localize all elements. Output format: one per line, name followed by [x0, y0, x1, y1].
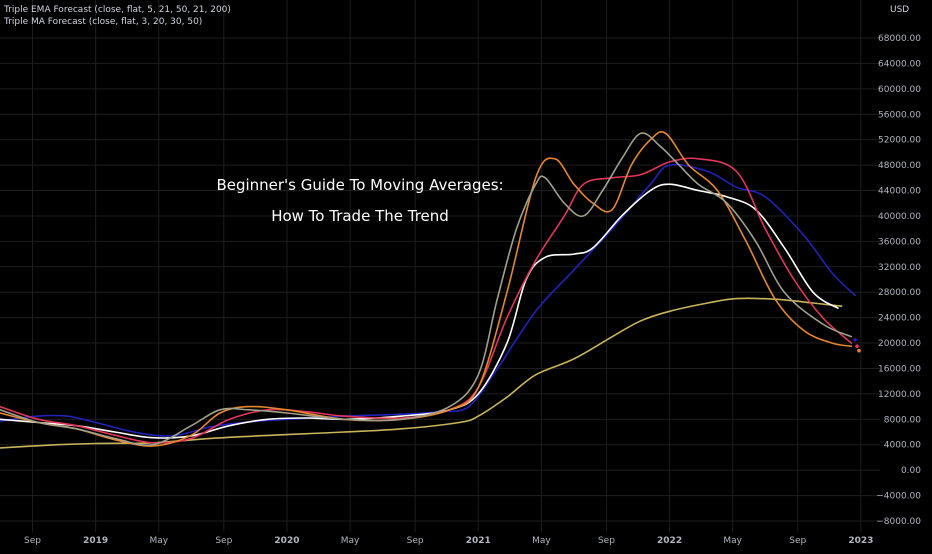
x-tick-label: May — [723, 536, 742, 546]
x-axis[interactable]: Sep 2019 May Sep 2020 May Sep 2021 May Sep 2022 May… — [24, 536, 873, 546]
y-tick-label: 24000.00 — [878, 314, 921, 324]
y-tick-label: 40000.00 — [878, 212, 921, 222]
y-tick-label: 12000.00 — [878, 390, 921, 400]
y-tick-label: 52000.00 — [878, 136, 921, 146]
series-layer — [0, 130, 856, 449]
x-tick-label: Sep — [789, 536, 806, 546]
x-tick-label: May — [341, 536, 360, 546]
headline-subtitle: How To Trade The Trend — [271, 207, 449, 225]
x-tick-label: May — [532, 536, 551, 546]
y-tick-label: −8000.00 — [876, 517, 921, 527]
x-tick-label: 2022 — [657, 536, 682, 546]
series-line-1 — [0, 297, 843, 449]
series-line-6 — [0, 132, 853, 446]
y-tick-label: 60000.00 — [878, 85, 921, 95]
series-line-2 — [0, 163, 856, 437]
y-tick-label: 0.00 — [901, 466, 921, 476]
y-tick-label: 64000.00 — [878, 59, 921, 69]
indicator-legend: Triple EMA Forecast (close, flat, 5, 21,… — [4, 4, 231, 28]
x-tick-label: Sep — [215, 536, 232, 546]
forecast-dot — [857, 348, 861, 353]
y-tick-label: 48000.00 — [878, 161, 921, 171]
y-tick-label: 8000.00 — [884, 415, 921, 425]
y-tick-label: 20000.00 — [878, 339, 921, 349]
series-line-3 — [0, 183, 839, 439]
x-tick-label: 2023 — [848, 536, 873, 546]
forecast-dot — [853, 338, 857, 342]
y-tick-label: 32000.00 — [878, 263, 921, 273]
series-line-5 — [0, 130, 853, 447]
y-tick-label: 16000.00 — [878, 364, 921, 374]
x-tick-label: Sep — [407, 536, 424, 546]
grid-lines — [0, 0, 880, 532]
currency-label[interactable]: USD — [890, 5, 910, 15]
legend-ma-forecast[interactable]: Triple MA Forecast (close, flat, 3, 20, … — [4, 17, 203, 27]
y-tick-label: 4000.00 — [884, 441, 921, 451]
y-tick-label: 44000.00 — [878, 187, 921, 197]
y-tick-label: 68000.00 — [878, 34, 921, 44]
x-tick-label: 2021 — [466, 536, 491, 546]
y-axis[interactable]: 68000.00 64000.00 60000.00 56000.00 52000.00… — [876, 34, 921, 527]
x-tick-label: Sep — [598, 536, 615, 546]
headline-title: Beginner's Guide To Moving Averages: — [216, 176, 504, 194]
x-tick-label: Sep — [24, 536, 41, 546]
x-tick-label: May — [149, 536, 168, 546]
y-tick-label: −4000.00 — [876, 492, 921, 502]
y-tick-label: 56000.00 — [878, 110, 921, 120]
y-tick-label: 36000.00 — [878, 237, 921, 247]
forecast-dots — [853, 338, 861, 353]
x-tick-label: 2019 — [83, 536, 108, 546]
legend-ema-forecast[interactable]: Triple EMA Forecast (close, flat, 5, 21,… — [4, 5, 231, 15]
x-tick-label: 2020 — [274, 536, 299, 546]
forecast-dot — [855, 344, 859, 349]
y-tick-label: 28000.00 — [878, 288, 921, 298]
